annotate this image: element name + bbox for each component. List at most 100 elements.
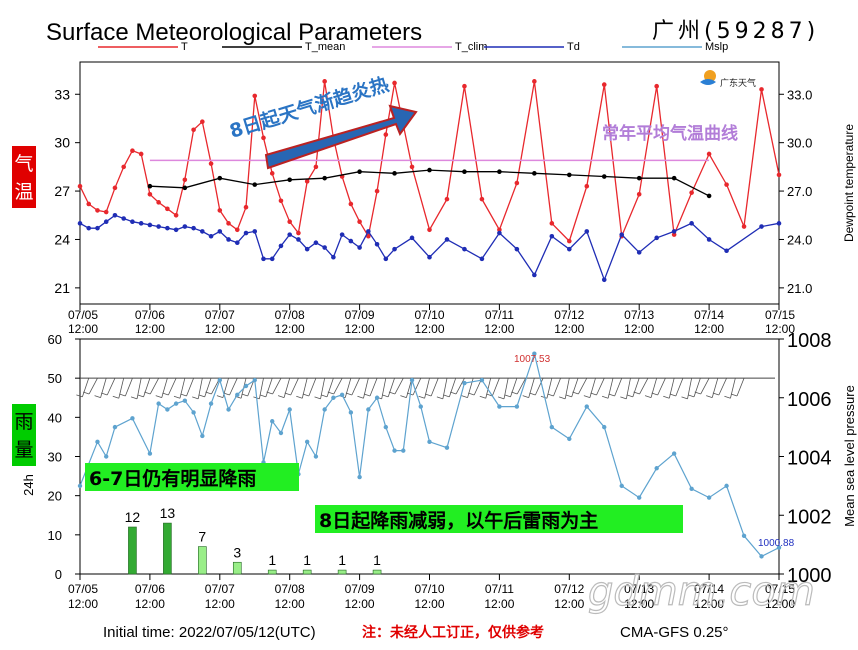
point-td <box>208 233 214 239</box>
wind-barb-flag <box>327 391 334 395</box>
point-t <box>156 200 161 205</box>
point-mslp <box>252 377 257 383</box>
point-td <box>619 232 625 237</box>
wind-barb <box>528 378 535 398</box>
point-td <box>724 248 729 254</box>
point-mslp <box>549 424 555 430</box>
point-t <box>427 227 432 233</box>
bottom-left-tick-label: 10 <box>48 528 62 543</box>
wind-barb <box>430 378 439 397</box>
point-td <box>191 225 196 231</box>
point-td <box>269 256 275 262</box>
wind-barb-flag <box>559 396 566 400</box>
point-t_mean <box>357 169 362 175</box>
rain-bar <box>302 569 312 575</box>
series-line-mslp <box>79 351 780 558</box>
point-mslp <box>287 407 292 412</box>
point-t_mean <box>427 167 432 173</box>
top-left-tick-label: 33 <box>54 86 70 102</box>
wind-barb-flag <box>681 396 688 400</box>
point-mslp <box>374 395 380 400</box>
wind-barb-flag <box>155 395 162 398</box>
wind-barb <box>124 378 133 397</box>
point-td <box>776 221 782 226</box>
point-t <box>514 180 520 186</box>
point-td <box>182 224 188 229</box>
top-right-tick-label: 21.0 <box>787 281 812 296</box>
wind-barb-flag <box>345 392 353 396</box>
point-t_mean <box>322 175 327 181</box>
footer-note: 注：未经人工订正，仅供参考 <box>362 624 544 641</box>
bottom-x-tick-date: 07/13 <box>624 582 654 596</box>
wind-barb-flag <box>425 393 432 397</box>
footer-initial-time: Initial time: 2022/07/05/12(UTC) <box>103 624 316 641</box>
bottom-x-tick-time: 12:00 <box>68 597 98 611</box>
rain-bar-label: 1 <box>373 552 381 568</box>
point-t <box>479 196 485 202</box>
wind-barb-flag <box>266 391 273 395</box>
top-x-tick-time: 12:00 <box>484 322 514 336</box>
point-t <box>706 151 712 157</box>
point-mslp <box>654 466 659 471</box>
point-td <box>86 225 92 231</box>
wind-barb <box>204 378 212 397</box>
wind-barb <box>387 378 395 397</box>
wind-barb <box>301 378 308 399</box>
point-mslp <box>217 377 222 383</box>
point-t <box>601 82 607 87</box>
point-mslp <box>182 398 188 403</box>
point-td <box>130 219 135 225</box>
point-mslp <box>706 495 712 500</box>
point-t <box>322 79 327 84</box>
wind-barb-flag <box>504 394 511 398</box>
point-mslp <box>514 404 520 409</box>
bottom-right-tick-label: 1004 <box>787 448 832 470</box>
wind-barb-flag <box>205 391 212 395</box>
wind-barb <box>351 378 360 396</box>
point-t <box>383 132 389 137</box>
point-mslp <box>147 451 153 456</box>
wind-barb-flag <box>443 394 450 398</box>
point-td <box>601 277 607 283</box>
point-mslp <box>759 554 764 559</box>
wind-barb <box>503 378 509 399</box>
wind-barb <box>381 378 387 399</box>
bottom-left-tick-label: 30 <box>48 450 62 465</box>
point-t_mean <box>462 169 467 175</box>
top-x-tick-time: 12:00 <box>135 322 165 336</box>
rain-note-1-box <box>85 463 299 491</box>
wind-barb-flag <box>633 391 640 395</box>
top-x-tick-time: 12:00 <box>205 322 235 336</box>
wind-barb <box>516 377 526 395</box>
point-td <box>322 245 327 250</box>
point-t <box>348 201 354 207</box>
point-td <box>409 235 415 241</box>
top-x-tick-date: 07/09 <box>345 308 375 322</box>
point-td <box>156 224 161 229</box>
wind-barb <box>333 377 343 395</box>
point-t_mean <box>601 174 607 179</box>
wind-barb-flag <box>144 391 151 395</box>
wind-barb-flag <box>449 391 457 395</box>
point-td <box>226 237 231 242</box>
top-left-tick-label: 30 <box>54 135 70 151</box>
point-mslp <box>191 410 196 415</box>
wind-barb <box>283 378 291 398</box>
wind-barb-flag <box>547 393 554 397</box>
wind-barb <box>363 378 369 399</box>
wind-barb <box>136 378 142 399</box>
wind-barb <box>229 378 238 396</box>
point-t <box>462 83 467 89</box>
top-x-tick-date: 07/15 <box>765 308 795 322</box>
wind-barb-flag <box>76 394 83 398</box>
bottom-right-tick-label: 1008 <box>787 330 832 352</box>
point-td <box>348 238 354 244</box>
wind-barb <box>326 378 334 397</box>
point-t_mean <box>392 171 397 176</box>
top-x-tick-time: 12:00 <box>414 322 444 336</box>
point-td <box>217 229 223 234</box>
legend-label-t_clim: T_clim <box>455 41 487 53</box>
wind-barb <box>687 378 693 399</box>
point-mslp <box>462 380 467 386</box>
bottom-x-tick-date: 07/07 <box>205 582 235 596</box>
